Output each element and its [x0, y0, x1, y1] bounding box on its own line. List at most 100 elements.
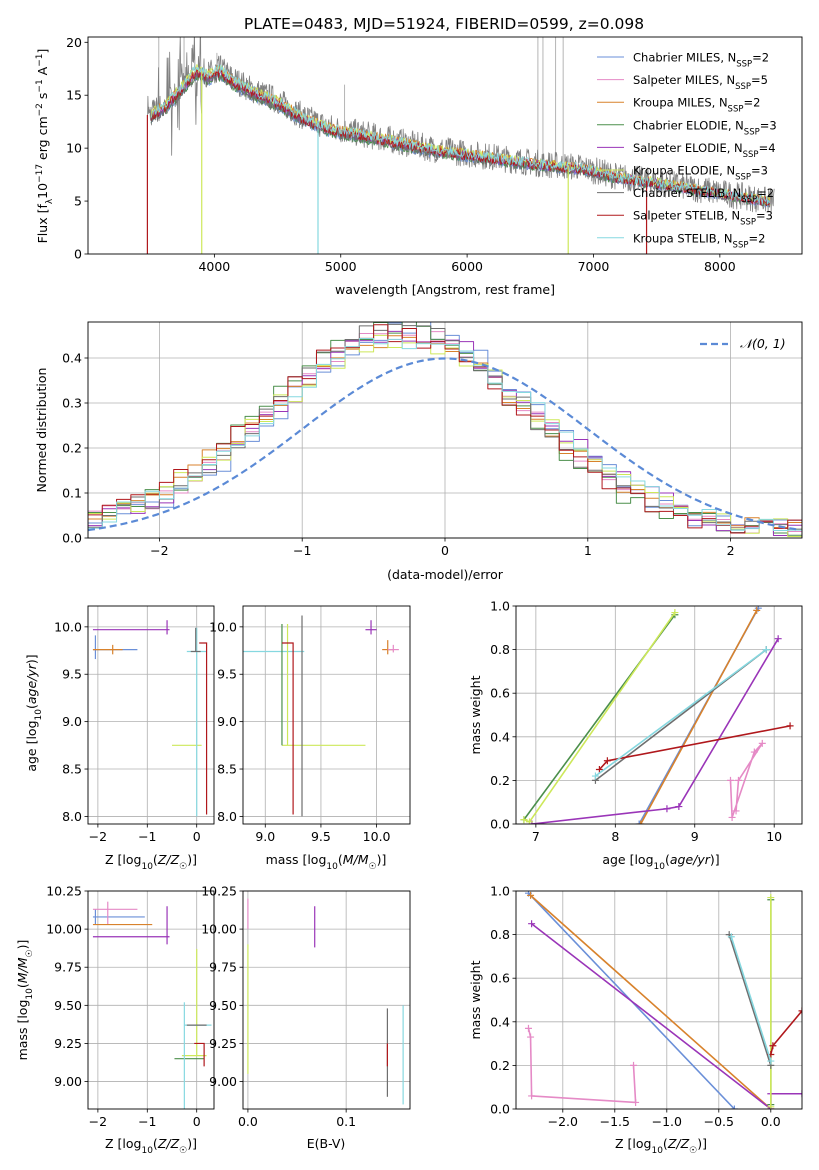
- x-tick-label: −1: [293, 543, 311, 558]
- series-line-salpeter_elodie: [531, 638, 779, 824]
- y-tick-label: 10.0: [54, 619, 82, 634]
- x-tick-label: 6000: [451, 259, 483, 274]
- series-line-kroupa_miles: [530, 894, 772, 1109]
- y-tick-label: 9.75: [54, 960, 82, 975]
- y-axis-label: mass weight: [468, 960, 483, 1039]
- x-tick-label: 0: [193, 829, 201, 844]
- plot-area: [524, 891, 802, 1109]
- y-tick-label: 20: [66, 35, 82, 50]
- y-tick-label: 9.5: [62, 667, 82, 682]
- y-axis-label: Normed distribution: [34, 368, 49, 493]
- series-point-salpeter_stelib: [595, 766, 603, 773]
- model-spectrum-kroupa_elodie: [150, 64, 771, 206]
- y-tick-label: 9.50: [209, 998, 237, 1013]
- x-tick-label: 5000: [325, 259, 357, 274]
- series-point-salpeter_miles: [758, 739, 766, 747]
- x-axis-label: wavelength [Angstrom, rest frame]: [335, 282, 555, 297]
- series-point-salpeter_stelib: [786, 722, 794, 730]
- y-tick-label: 10.00: [46, 922, 82, 937]
- series-point-salpeter_miles: [728, 813, 736, 821]
- series-line-salpeter_stelib: [770, 1010, 802, 1055]
- series-point-kroupa_miles: [527, 891, 535, 899]
- series-point-kroupa_elodie: [671, 609, 679, 617]
- y-tick-label: 10.25: [46, 884, 82, 899]
- y-tick-label: 0.2: [490, 1058, 510, 1073]
- x-tick-label: 10.0: [363, 829, 391, 844]
- y-tick-label: 9.00: [209, 1074, 237, 1089]
- series-point-salpeter_stelib: [603, 757, 611, 765]
- series-point-kroupa_miles: [637, 820, 645, 824]
- axes-frame: [87, 605, 215, 825]
- plot-area: [520, 606, 794, 824]
- x-tick-label: −0.5: [704, 1114, 734, 1129]
- series-line-kroupa_miles: [640, 609, 758, 824]
- x-tick-label: 10: [766, 829, 782, 844]
- y-tick-label: 0: [74, 247, 82, 262]
- plot-area: [88, 322, 802, 538]
- x-tick-label: −1.5: [600, 1114, 630, 1129]
- x-tick-label: 7: [532, 829, 540, 844]
- y-tick-label: 0.8: [490, 927, 510, 942]
- y-tick-label: 15: [66, 88, 82, 103]
- plot-area: [146, 37, 775, 254]
- grid-lines: [88, 606, 214, 824]
- y-tick-label: 0.0: [62, 531, 82, 546]
- x-tick-label: 8000: [704, 259, 736, 274]
- y-tick-label: 5: [74, 194, 82, 209]
- series-point-salpeter_stelib: [769, 1042, 777, 1050]
- legend-label: 𝒩(0, 1): [740, 336, 786, 351]
- plot-area: [243, 615, 399, 817]
- legend: Chabrier MILES, NSSP=2 Salpeter MILES, NS…: [597, 51, 777, 250]
- y-tick-label: 10.0: [209, 619, 237, 634]
- series-point-salpeter_miles: [524, 1024, 532, 1032]
- x-tick-label: 7000: [578, 259, 610, 274]
- model-spectrum-kroupa_stelib: [150, 64, 771, 205]
- x-tick-label: 0.0: [238, 1114, 258, 1129]
- x-axis-label: Z [log10(Z/Z☉)]: [105, 852, 197, 872]
- legend-label: Salpeter MILES, NSSP=5: [633, 73, 768, 92]
- plot-area: [92, 620, 208, 817]
- series-point-kroupa_miles: [753, 606, 761, 614]
- y-tick-label: 9.25: [209, 1036, 237, 1051]
- y-axis-label: mass [log10(M/M☉)]: [15, 940, 35, 1061]
- x-tick-label: −1: [138, 829, 156, 844]
- series-point-salpeter_elodie: [774, 635, 782, 643]
- errorbar-salpeter-stelib: [281, 642, 294, 815]
- x-tick-label: −2: [89, 1114, 107, 1129]
- plot-area: [247, 898, 404, 1105]
- y-tick-label: 0.3: [62, 396, 82, 411]
- series-point-salpeter_miles: [732, 807, 740, 815]
- x-tick-label: 9: [691, 829, 699, 844]
- y-tick-label: 8.5: [217, 762, 237, 777]
- legend-label: Chabrier MILES, NSSP=2: [633, 51, 769, 70]
- y-axis-label: age [log10(age/yr)]: [24, 654, 44, 771]
- x-tick-label: 0: [193, 1114, 201, 1129]
- spectrum-panel: 4000 5000 6000 7000 8000 0 5 10 15 20 Chabrier MIL…: [35, 35, 803, 297]
- mass-metallicity-panel: −2 −1 0 9.00 9.25 9.50 9.75 10.00 10.25 Z [log10(…: [15, 884, 215, 1156]
- series-point-salpeter_elodie: [798, 1090, 802, 1098]
- chart-title: PLATE=0483, MJD=51924, FIBERID=0599, z=0…: [244, 15, 644, 33]
- x-tick-label: 2: [727, 543, 735, 558]
- series-line-kroupa_stelib: [730, 936, 772, 1062]
- legend-label: Kroupa MILES, NSSP=2: [633, 96, 760, 115]
- y-tick-label: 0.0: [490, 1102, 510, 1117]
- y-tick-label: 0.1: [62, 486, 82, 501]
- weight-metallicity-panel: −2.0 −1.5 −1.0 −0.5 0.0 0.0 0.2 0.4 0.6 0.8 1.0 Z […: [468, 884, 803, 1156]
- series-point-kroupa_stelib: [591, 772, 599, 780]
- y-tick-label: 9.0: [62, 714, 82, 729]
- series-point-kroupa_stelib: [762, 646, 770, 654]
- y-tick-label: 0.4: [62, 351, 82, 366]
- legend-label: Kroupa STELIB, NSSP=2: [633, 231, 765, 250]
- y-tick-label: 0.6: [490, 971, 510, 986]
- series-point-salpeter_miles: [630, 1061, 638, 1069]
- x-tick-label: −2: [89, 829, 107, 844]
- series-point-kroupa_elodie: [526, 818, 534, 824]
- axes-frame: [242, 605, 411, 825]
- series-point-kroupa_stelib: [727, 933, 735, 941]
- y-tick-label: 0.2: [490, 773, 510, 788]
- y-tick-label: 0.4: [490, 729, 510, 744]
- x-axis-label: E(B-V): [307, 1136, 346, 1151]
- x-axis-label: mass [log10(M/M☉)]: [266, 852, 387, 872]
- legend-label: Chabrier STELIB, NSSP=2: [633, 186, 774, 205]
